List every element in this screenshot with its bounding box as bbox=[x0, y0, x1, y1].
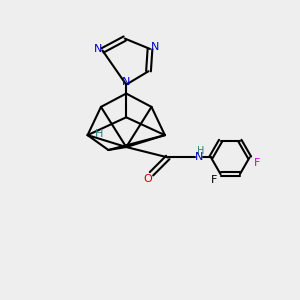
Text: N: N bbox=[94, 44, 102, 54]
Text: O: O bbox=[143, 174, 152, 184]
Text: F: F bbox=[211, 175, 217, 184]
Text: H: H bbox=[95, 129, 104, 139]
Text: N: N bbox=[195, 152, 203, 162]
Text: F: F bbox=[254, 158, 260, 168]
Text: N: N bbox=[122, 76, 130, 87]
Text: H: H bbox=[197, 146, 205, 156]
Text: N: N bbox=[151, 43, 160, 52]
